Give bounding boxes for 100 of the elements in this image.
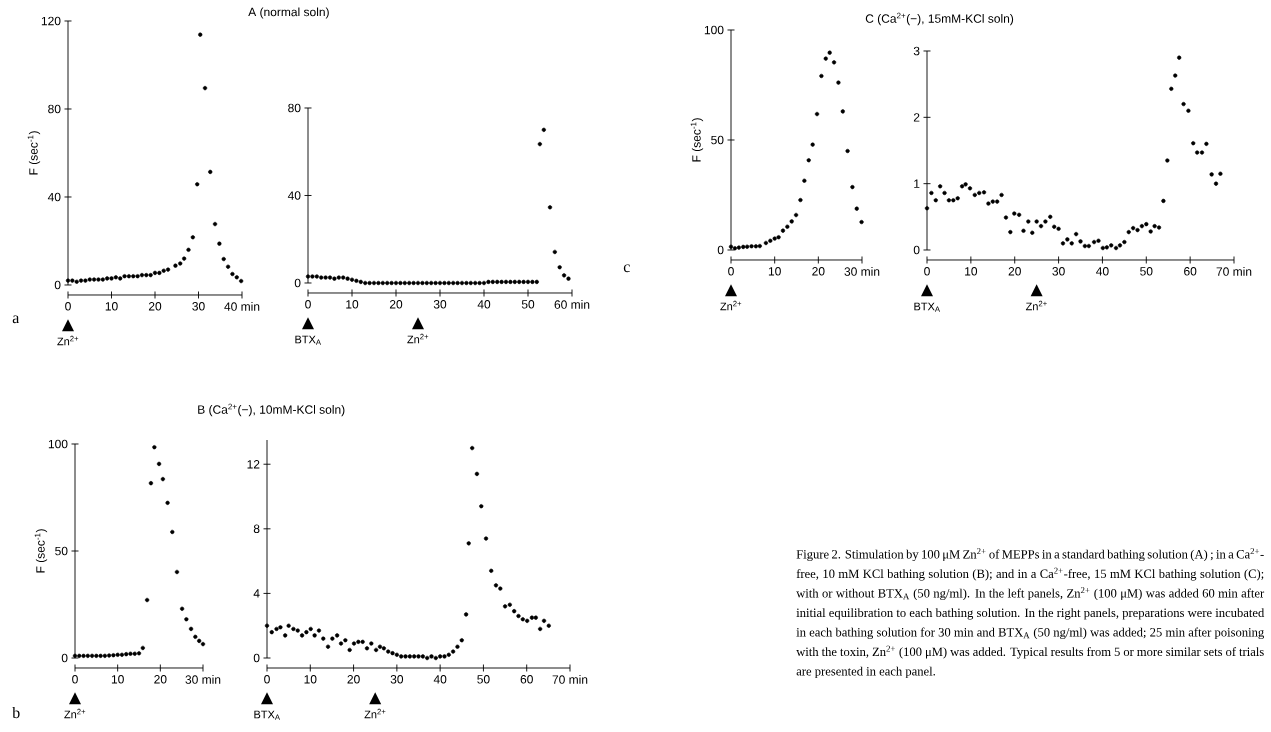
x-tick-label: 20 (347, 675, 360, 684)
point (92, 277, 97, 282)
point (798, 197, 803, 203)
x-tick-label: 10 (304, 675, 317, 684)
y-tick-label: 12 (247, 460, 260, 469)
y-tick-label: 0 (913, 245, 920, 255)
point (124, 652, 129, 657)
point (547, 205, 553, 210)
point (89, 653, 95, 658)
point (148, 481, 154, 486)
point (831, 60, 837, 65)
point (508, 279, 513, 285)
y-axis-title: F (sec$^{-1}$) (34, 529, 48, 573)
point (429, 280, 434, 286)
point (349, 277, 355, 282)
point (202, 86, 208, 91)
point (736, 245, 741, 250)
point (810, 142, 815, 147)
point (140, 645, 145, 651)
point (85, 653, 90, 658)
point (113, 275, 118, 280)
point (530, 279, 535, 285)
point (534, 279, 539, 285)
point (96, 277, 101, 282)
point (239, 278, 244, 284)
x-tick-label: 50 (521, 300, 535, 309)
point (385, 280, 390, 286)
y-tick-label: 1 (914, 179, 920, 188)
point (65, 278, 71, 283)
x-tick-label: 60 (520, 675, 533, 684)
point (459, 280, 465, 286)
point (358, 279, 363, 285)
point (437, 280, 443, 286)
point (473, 280, 478, 286)
point (184, 617, 189, 622)
point (411, 280, 416, 286)
point (389, 280, 394, 286)
point (126, 274, 132, 279)
x-tick-label: 20 (148, 302, 162, 311)
point (367, 280, 372, 286)
point (98, 653, 103, 658)
x-tick-label: 0 (264, 675, 270, 684)
x-tick-label: 0 (305, 300, 311, 309)
point (732, 246, 738, 251)
text: Zn$^{2+}$ (64, 708, 86, 719)
point (477, 280, 482, 286)
point (77, 653, 82, 658)
x-tick-label: 30 min (185, 675, 221, 684)
point (122, 274, 127, 279)
point (728, 244, 734, 249)
point (446, 280, 451, 286)
y-tick-label: 50 (55, 546, 68, 556)
y-tick-label: 0 (61, 653, 68, 663)
point (814, 111, 820, 117)
chart-title: A (normal soln) (248, 7, 329, 19)
point (160, 477, 165, 482)
chart-title: B (Ca$^{2+}$(−), 10mM-KCl soln) (198, 403, 345, 417)
point (336, 275, 341, 280)
text: Zn$^{2+}$ (57, 335, 79, 346)
text: BTX$_{A}$ (254, 710, 281, 720)
point (323, 275, 328, 280)
y-tick-label: 40 (47, 192, 61, 202)
point (819, 73, 824, 79)
y-axis-title: F (sec$^{-1}$) (690, 118, 704, 162)
x-tick-label: 10 (346, 300, 359, 309)
point (785, 224, 790, 229)
x-tick-label: 50 (477, 675, 490, 684)
point (776, 235, 781, 240)
point (156, 461, 162, 466)
point (376, 280, 381, 286)
point (772, 236, 777, 241)
point (380, 280, 385, 286)
point (420, 280, 425, 286)
point (157, 270, 162, 275)
point (503, 279, 509, 285)
y-tick-label: 80 (288, 103, 301, 113)
x-tick-label: 30 min (844, 267, 880, 276)
point (521, 279, 526, 285)
point (128, 651, 133, 656)
point (197, 638, 202, 643)
point (753, 244, 758, 249)
point (182, 256, 187, 261)
point (789, 219, 794, 224)
x-tick-label: 40 min (224, 302, 260, 311)
x-tick-label: 30 (192, 302, 205, 311)
text: Zn$^{2+}$ (364, 708, 386, 719)
point (802, 178, 807, 183)
y-axis-title: F (sec$^{-1}$) (27, 131, 41, 175)
point (442, 280, 447, 286)
y-tick-label: 50 (711, 135, 724, 145)
x-tick-label: 50 (1140, 267, 1153, 276)
point (354, 278, 359, 283)
point (749, 244, 754, 249)
point (314, 274, 319, 279)
point (780, 228, 786, 233)
point (78, 278, 84, 283)
point (557, 265, 562, 270)
point (741, 244, 746, 250)
point (193, 634, 198, 639)
point (102, 653, 107, 658)
